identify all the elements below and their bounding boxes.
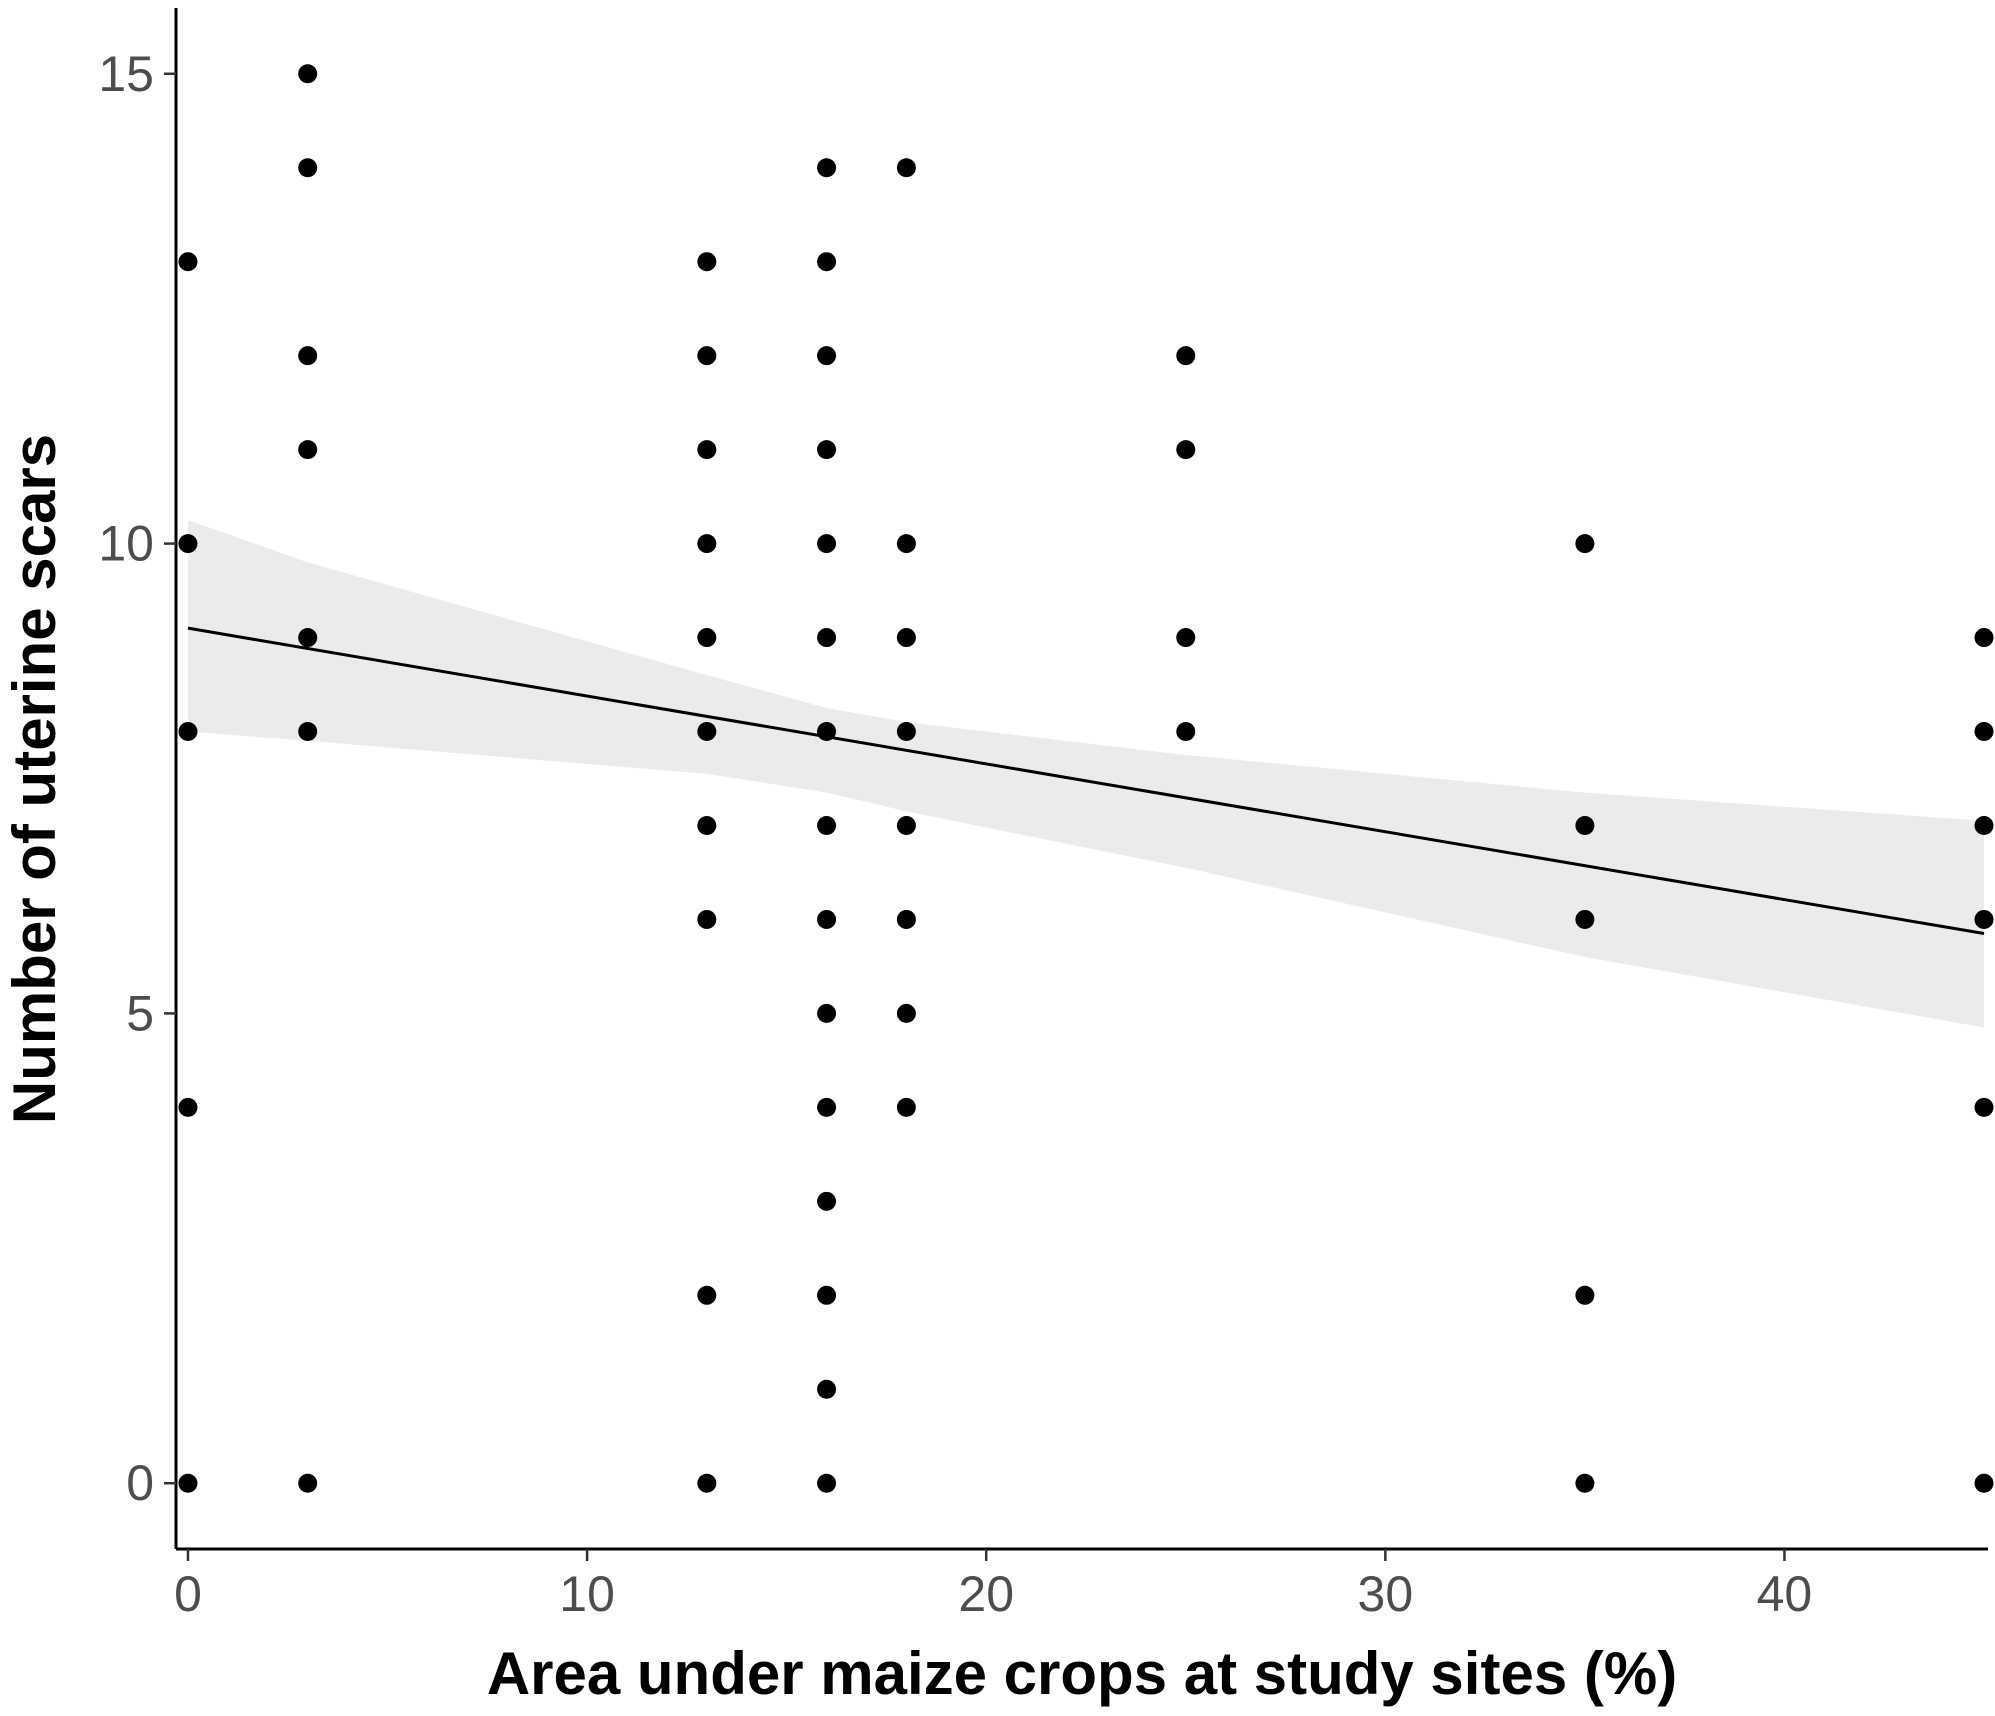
y-axis-title: Number of uterine scars (1, 434, 68, 1124)
data-point (896, 909, 916, 929)
data-point (1974, 628, 1994, 648)
x-tick-label: 40 (1757, 1566, 1813, 1622)
data-point (817, 1191, 837, 1211)
data-point (1575, 815, 1595, 835)
data-point (817, 158, 837, 178)
y-tick-label: 15 (98, 46, 154, 102)
data-point (817, 252, 837, 272)
data-point (817, 815, 837, 835)
data-points-layer (178, 64, 1994, 1493)
x-tick-label: 0 (174, 1566, 202, 1622)
data-point (817, 1285, 837, 1305)
data-point (697, 909, 717, 929)
data-point (817, 346, 837, 366)
data-point (1176, 346, 1196, 366)
data-point (896, 628, 916, 648)
data-point (817, 628, 837, 648)
data-point (697, 815, 717, 835)
confidence-band (188, 520, 1984, 1028)
data-point (298, 158, 318, 178)
data-point (896, 722, 916, 742)
data-point (697, 1285, 717, 1305)
data-point (1575, 1473, 1595, 1493)
data-point (817, 440, 837, 460)
data-point (697, 628, 717, 648)
data-point (896, 1003, 916, 1023)
data-point (896, 534, 916, 554)
x-tick-label: 30 (1358, 1566, 1414, 1622)
data-point (298, 628, 318, 648)
data-point (817, 1003, 837, 1023)
x-tick-label: 20 (958, 1566, 1014, 1622)
data-point (1974, 815, 1994, 835)
data-point (298, 440, 318, 460)
x-axis-title: Area under maize crops at study sites (%… (487, 1640, 1677, 1707)
data-point (178, 722, 198, 742)
data-point (697, 346, 717, 366)
data-point (697, 534, 717, 554)
data-point (896, 158, 916, 178)
data-point (178, 1097, 198, 1117)
data-point (1974, 722, 1994, 742)
data-point (697, 722, 717, 742)
data-point (817, 534, 837, 554)
data-point (697, 440, 717, 460)
data-point (1176, 722, 1196, 742)
data-point (298, 64, 318, 84)
data-point (1575, 909, 1595, 929)
x-tick-label: 10 (559, 1566, 615, 1622)
data-point (178, 252, 198, 272)
data-point (1575, 1285, 1595, 1305)
y-tick-label: 0 (126, 1455, 154, 1511)
confidence-band-layer (188, 520, 1984, 1028)
y-tick-label: 10 (98, 516, 154, 572)
data-point (298, 346, 318, 366)
data-point (1575, 534, 1595, 554)
regression-line (187, 626, 1985, 936)
data-point (178, 534, 198, 554)
data-point (697, 252, 717, 272)
data-point (896, 815, 916, 835)
data-point (298, 1473, 318, 1493)
data-point (178, 1473, 198, 1493)
data-point (896, 1097, 916, 1117)
data-point (1974, 909, 1994, 929)
axes-layer: 0 5 10 15 0 10 20 30 40 (98, 8, 1988, 1622)
data-point (697, 1473, 717, 1493)
data-point (1176, 628, 1196, 648)
fit-line-layer (187, 626, 1985, 936)
data-point (817, 1473, 837, 1493)
data-point (1974, 1473, 1994, 1493)
data-point (1974, 1097, 1994, 1117)
y-tick-label: 5 (126, 985, 154, 1041)
data-point (817, 722, 837, 742)
data-point (817, 1379, 837, 1399)
data-point (817, 909, 837, 929)
data-point (298, 722, 318, 742)
data-point (817, 1097, 837, 1117)
data-point (1176, 440, 1196, 460)
